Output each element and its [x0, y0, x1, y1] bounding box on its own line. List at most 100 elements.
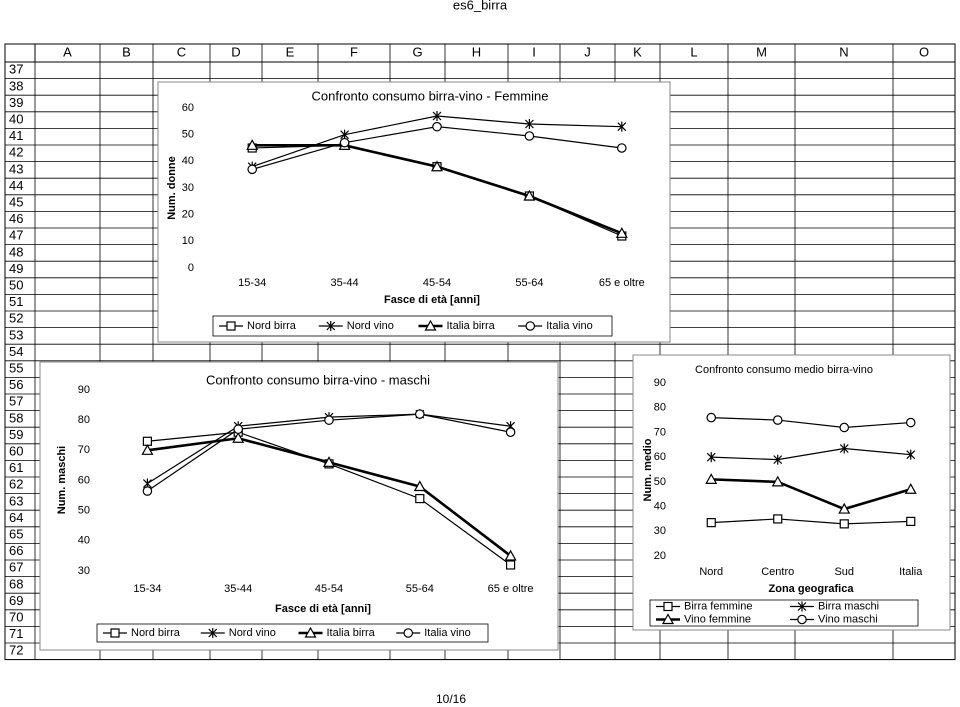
- legend-label: Nord birra: [247, 320, 297, 332]
- chart: Confronto consumo birra-vino - Femmine Nu…: [157, 81, 671, 343]
- row-header: 56: [9, 377, 23, 392]
- x-tick-label: 35-44: [224, 583, 252, 595]
- row-header: 48: [9, 244, 23, 259]
- y-axis-title: Num. maschi: [56, 446, 68, 514]
- chart-title: Confronto consumo birra-vino - Femmine: [312, 88, 549, 103]
- y-axis-title: Num. donne: [166, 156, 178, 220]
- column-header: M: [756, 44, 767, 59]
- x-tick-label: 55-64: [515, 277, 543, 289]
- row-header: 62: [9, 477, 23, 492]
- row-header: 47: [9, 228, 23, 243]
- marker: [616, 143, 627, 153]
- marker: [524, 119, 534, 129]
- marker: [339, 137, 350, 148]
- x-tick-label: 65 e oltre: [599, 277, 645, 289]
- y-tick-label: 90: [654, 377, 666, 389]
- marker: [304, 626, 317, 638]
- x-tick-label: 45-54: [315, 583, 343, 595]
- marker: [706, 412, 717, 423]
- marker: [797, 601, 807, 612]
- x-tick-label: 45-54: [423, 277, 451, 289]
- x-tick-label: Centro: [761, 566, 794, 578]
- chart-area: [39, 361, 559, 651]
- chart-title: Confronto consumo medio birra-vino: [695, 364, 873, 376]
- marker: [525, 321, 536, 331]
- row-header: 63: [9, 493, 23, 508]
- row-header: 43: [9, 161, 23, 176]
- row-header: 49: [9, 261, 23, 276]
- row-header: 58: [9, 410, 23, 425]
- marker: [324, 415, 334, 425]
- marker: [432, 111, 442, 121]
- row-header: 39: [9, 95, 23, 110]
- column-header: A: [63, 44, 72, 59]
- y-tick-label: 60: [182, 102, 194, 114]
- y-tick-label: 60: [654, 451, 666, 463]
- row-header: 41: [9, 128, 23, 143]
- marker: [904, 483, 917, 494]
- marker: [705, 473, 718, 484]
- marker: [773, 454, 783, 465]
- marker: [247, 164, 257, 175]
- y-tick-label: 80: [78, 414, 90, 426]
- marker: [430, 160, 444, 172]
- column-header: L: [690, 44, 697, 59]
- y-tick-label: 20: [654, 550, 666, 562]
- page-footer: 10/16: [436, 692, 466, 706]
- y-tick-label: 30: [182, 182, 194, 194]
- y-tick-label: 70: [654, 426, 666, 438]
- y-tick-label: 50: [78, 505, 90, 517]
- marker: [326, 321, 336, 331]
- row-header: 46: [9, 211, 23, 226]
- y-tick-label: 70: [78, 444, 90, 456]
- series-line: [711, 518, 911, 525]
- x-axis-title: Fasce di età [anni]: [384, 294, 480, 306]
- legend-label: Birra femmine: [684, 600, 752, 612]
- marker: [424, 319, 437, 331]
- legend-label: Nord vino: [229, 627, 276, 639]
- column-header: C: [177, 44, 186, 59]
- column-header: I: [532, 44, 536, 59]
- marker: [523, 189, 536, 201]
- marker: [838, 502, 851, 514]
- row-header: 59: [9, 427, 23, 442]
- y-tick-label: 30: [654, 525, 666, 537]
- y-tick-label: 80: [654, 402, 666, 414]
- row-header: 37: [9, 62, 23, 77]
- marker: [413, 480, 426, 492]
- chart: Confronto consumo medio birra-vino Num. m…: [632, 354, 951, 631]
- series-line: [711, 447, 911, 461]
- column-header: H: [472, 44, 481, 59]
- legend-label: Nord vino: [347, 320, 394, 332]
- y-tick-label: 60: [78, 474, 90, 486]
- marker: [906, 449, 916, 460]
- marker: [232, 432, 245, 443]
- marker: [506, 560, 516, 570]
- y-axis-title: Num. medio: [642, 438, 654, 501]
- legend-label: Vino maschi: [818, 613, 878, 625]
- x-axis-title: Fasce di età [anni]: [275, 603, 371, 615]
- row-header: 45: [9, 195, 23, 210]
- column-header: E: [286, 44, 295, 59]
- legend-label: Italia birra: [327, 627, 376, 639]
- row-header: 68: [9, 576, 23, 591]
- row-header: 38: [9, 78, 23, 93]
- row-header: 64: [9, 510, 23, 525]
- row-header: 40: [9, 112, 23, 127]
- x-tick-label: 35-44: [331, 277, 359, 289]
- y-tick-label: 50: [654, 476, 666, 488]
- marker: [208, 628, 218, 638]
- marker: [233, 424, 243, 435]
- y-tick-label: 90: [78, 384, 90, 396]
- row-header: 44: [9, 178, 23, 193]
- marker: [432, 121, 442, 132]
- column-header: N: [839, 44, 848, 59]
- row-header: 71: [9, 626, 23, 641]
- row-header: 65: [9, 527, 23, 542]
- marker: [504, 549, 517, 561]
- marker: [905, 417, 916, 428]
- marker: [839, 443, 849, 454]
- marker: [839, 519, 849, 529]
- row-header: 67: [9, 560, 23, 575]
